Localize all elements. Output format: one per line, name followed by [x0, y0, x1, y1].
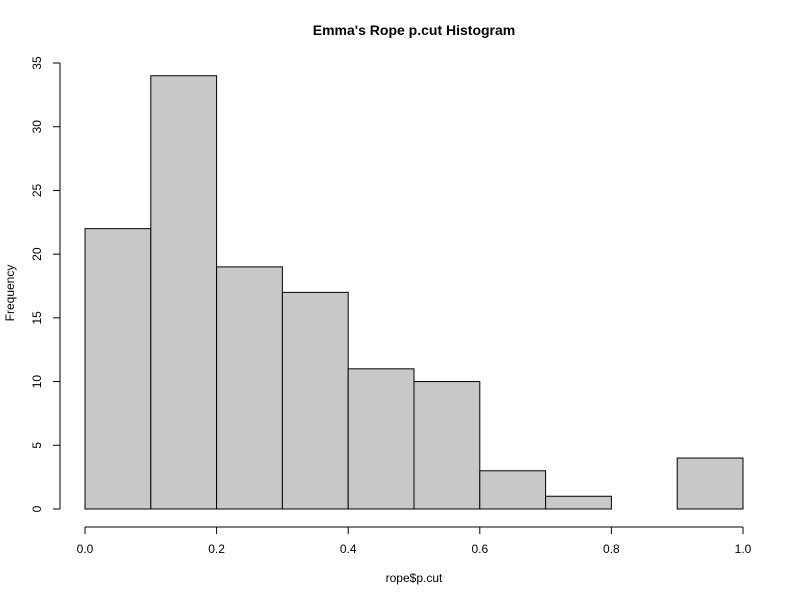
- y-tick-label-5: 25: [30, 183, 44, 197]
- histogram-bar-5: [413, 381, 481, 510]
- histogram-bar-0: [84, 228, 152, 510]
- y-tick-label-7: 35: [30, 56, 44, 70]
- bars-group: [84, 75, 744, 510]
- histogram-bar-2: [216, 266, 283, 510]
- histogram-bar-7: [545, 495, 612, 510]
- histogram-bar-1: [150, 75, 218, 510]
- x-axis-label: rope$p.cut: [386, 571, 443, 585]
- x-tick-label-0: 0.0: [77, 542, 94, 556]
- y-tick-label-2: 10: [30, 375, 44, 389]
- chart-title: Emma's Rope p.cut Histogram: [313, 22, 515, 38]
- x-tick-label-2: 0.4: [340, 542, 357, 556]
- y-axis: 0 5 10 15 20 25 30 35: [30, 56, 61, 512]
- histogram-bar-6: [479, 470, 547, 510]
- histogram-bar-4: [347, 368, 415, 510]
- histogram-bar-9: [676, 457, 744, 510]
- histogram-bar-3: [281, 291, 349, 510]
- x-axis: 0.0 0.2 0.4 0.6 0.8 1.0: [77, 526, 752, 556]
- y-tick-label-1: 5: [30, 442, 44, 449]
- x-tick-label-1: 0.2: [208, 542, 225, 556]
- x-tick-label-5: 1.0: [735, 542, 752, 556]
- x-tick-label-3: 0.6: [471, 542, 488, 556]
- y-tick-label-4: 20: [30, 247, 44, 261]
- y-axis-label: Frequency: [3, 265, 17, 322]
- y-tick-label-3: 15: [30, 311, 44, 325]
- x-tick-label-4: 0.8: [603, 542, 620, 556]
- y-tick-label-6: 30: [30, 120, 44, 134]
- y-tick-label-0: 0: [30, 505, 44, 512]
